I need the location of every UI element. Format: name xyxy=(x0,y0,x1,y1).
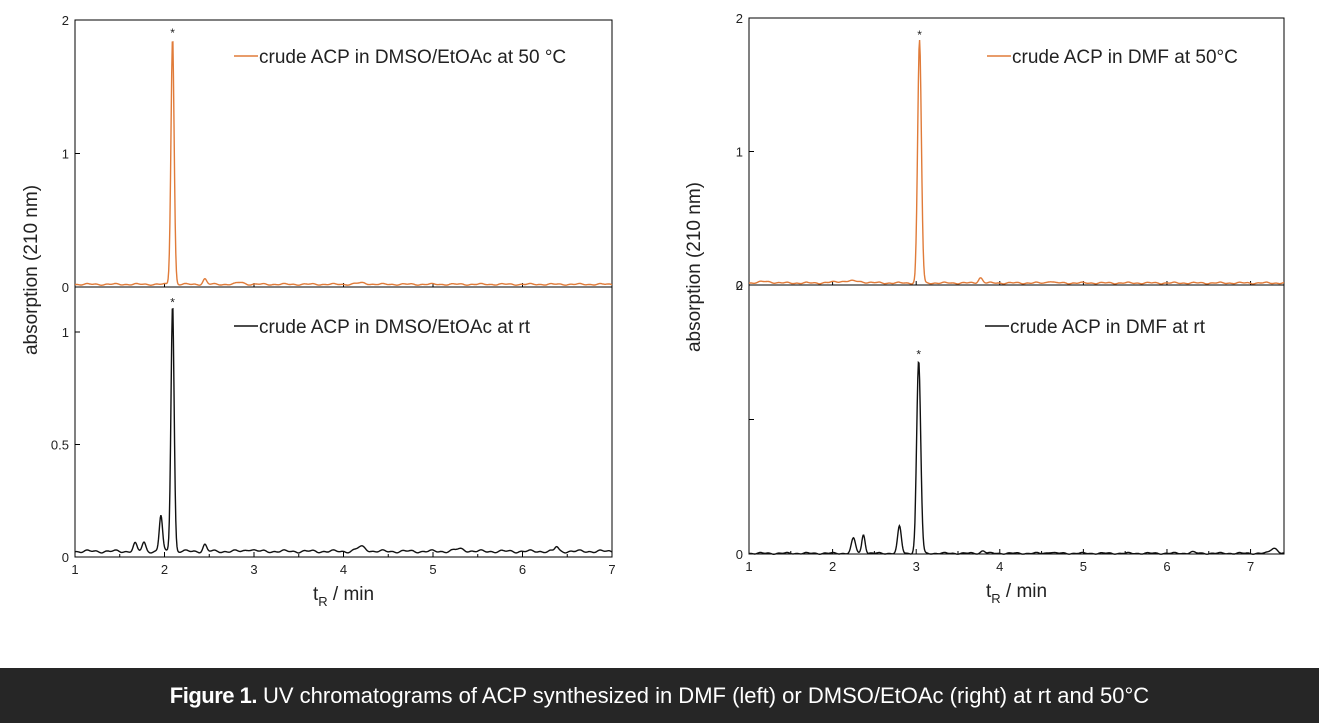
x-tick-label: 3 xyxy=(913,559,920,574)
x-axis-label: tR / min xyxy=(986,581,1047,606)
legend-label: crude ACP in DMF at 50°C xyxy=(1012,47,1238,68)
legend-label: crude ACP in DMSO/EtOAc at rt xyxy=(259,317,531,338)
x-tick-label: 1 xyxy=(745,559,752,574)
series-line xyxy=(74,41,613,287)
panel-right-top: 0 1 2 crude ACP in DMF at 50°C * absorption (… xyxy=(684,11,1285,352)
peak-marker: * xyxy=(170,296,175,310)
y-tick-label: 2 xyxy=(62,13,69,28)
peak-marker: * xyxy=(170,26,175,40)
x-tick-label: 2 xyxy=(829,559,836,574)
x-tick-label: 5 xyxy=(429,562,436,577)
panel-left-top: 0 1 2 crude ACP in DMSO/EtOAc at 50 °C * abso… xyxy=(21,13,613,355)
x-axis-label: tR / min xyxy=(313,584,374,609)
y-axis-label: absorption (210 nm) xyxy=(684,182,705,352)
y-tick-label: 1 xyxy=(62,147,69,162)
figure-caption: Figure 1. UV chromatograms of ACP synthe… xyxy=(0,668,1319,723)
y-tick-label: 2 xyxy=(736,278,743,293)
y-axis-label: absorption (210 nm) xyxy=(21,185,42,355)
legend-label: crude ACP in DMF at rt xyxy=(1010,317,1206,338)
panel-left-bottom: 0 0.5 1 1 2 3 4 5 6 7 crude ACP in DMSO/EtOAc at r… xyxy=(51,286,616,609)
caption-text: UV chromatograms of ACP synthesized in D… xyxy=(262,682,1150,708)
series-line xyxy=(748,360,1285,556)
x-tick-label: 5 xyxy=(1080,559,1087,574)
x-tick-label: 6 xyxy=(519,562,526,577)
y-tick-label: 1 xyxy=(62,325,69,340)
x-tick-label: 2 xyxy=(161,562,168,577)
y-tick-label: 0 xyxy=(62,280,69,295)
y-tick-label: 1 xyxy=(736,145,743,160)
x-tick-label: 3 xyxy=(250,562,257,577)
x-tick-label: 1 xyxy=(71,562,78,577)
y-tick-label: 0.5 xyxy=(51,438,69,453)
y-tick-label: 2 xyxy=(736,11,743,26)
caption-label: Figure 1. xyxy=(169,682,258,708)
peak-marker: * xyxy=(917,28,922,42)
x-tick-label: 4 xyxy=(340,562,347,577)
peak-marker: * xyxy=(916,348,921,362)
x-tick-label: 4 xyxy=(996,559,1003,574)
x-tick-label: 7 xyxy=(1247,559,1254,574)
y-tick-label: 0 xyxy=(62,550,69,565)
x-tick-label: 7 xyxy=(608,562,615,577)
series-line xyxy=(748,39,1285,285)
legend-label: crude ACP in DMSO/EtOAc at 50 °C xyxy=(259,47,566,68)
x-tick-label: 6 xyxy=(1163,559,1170,574)
y-tick-label: 0 xyxy=(736,278,743,293)
series-line xyxy=(74,307,613,554)
y-tick-label: 0 xyxy=(736,547,743,562)
